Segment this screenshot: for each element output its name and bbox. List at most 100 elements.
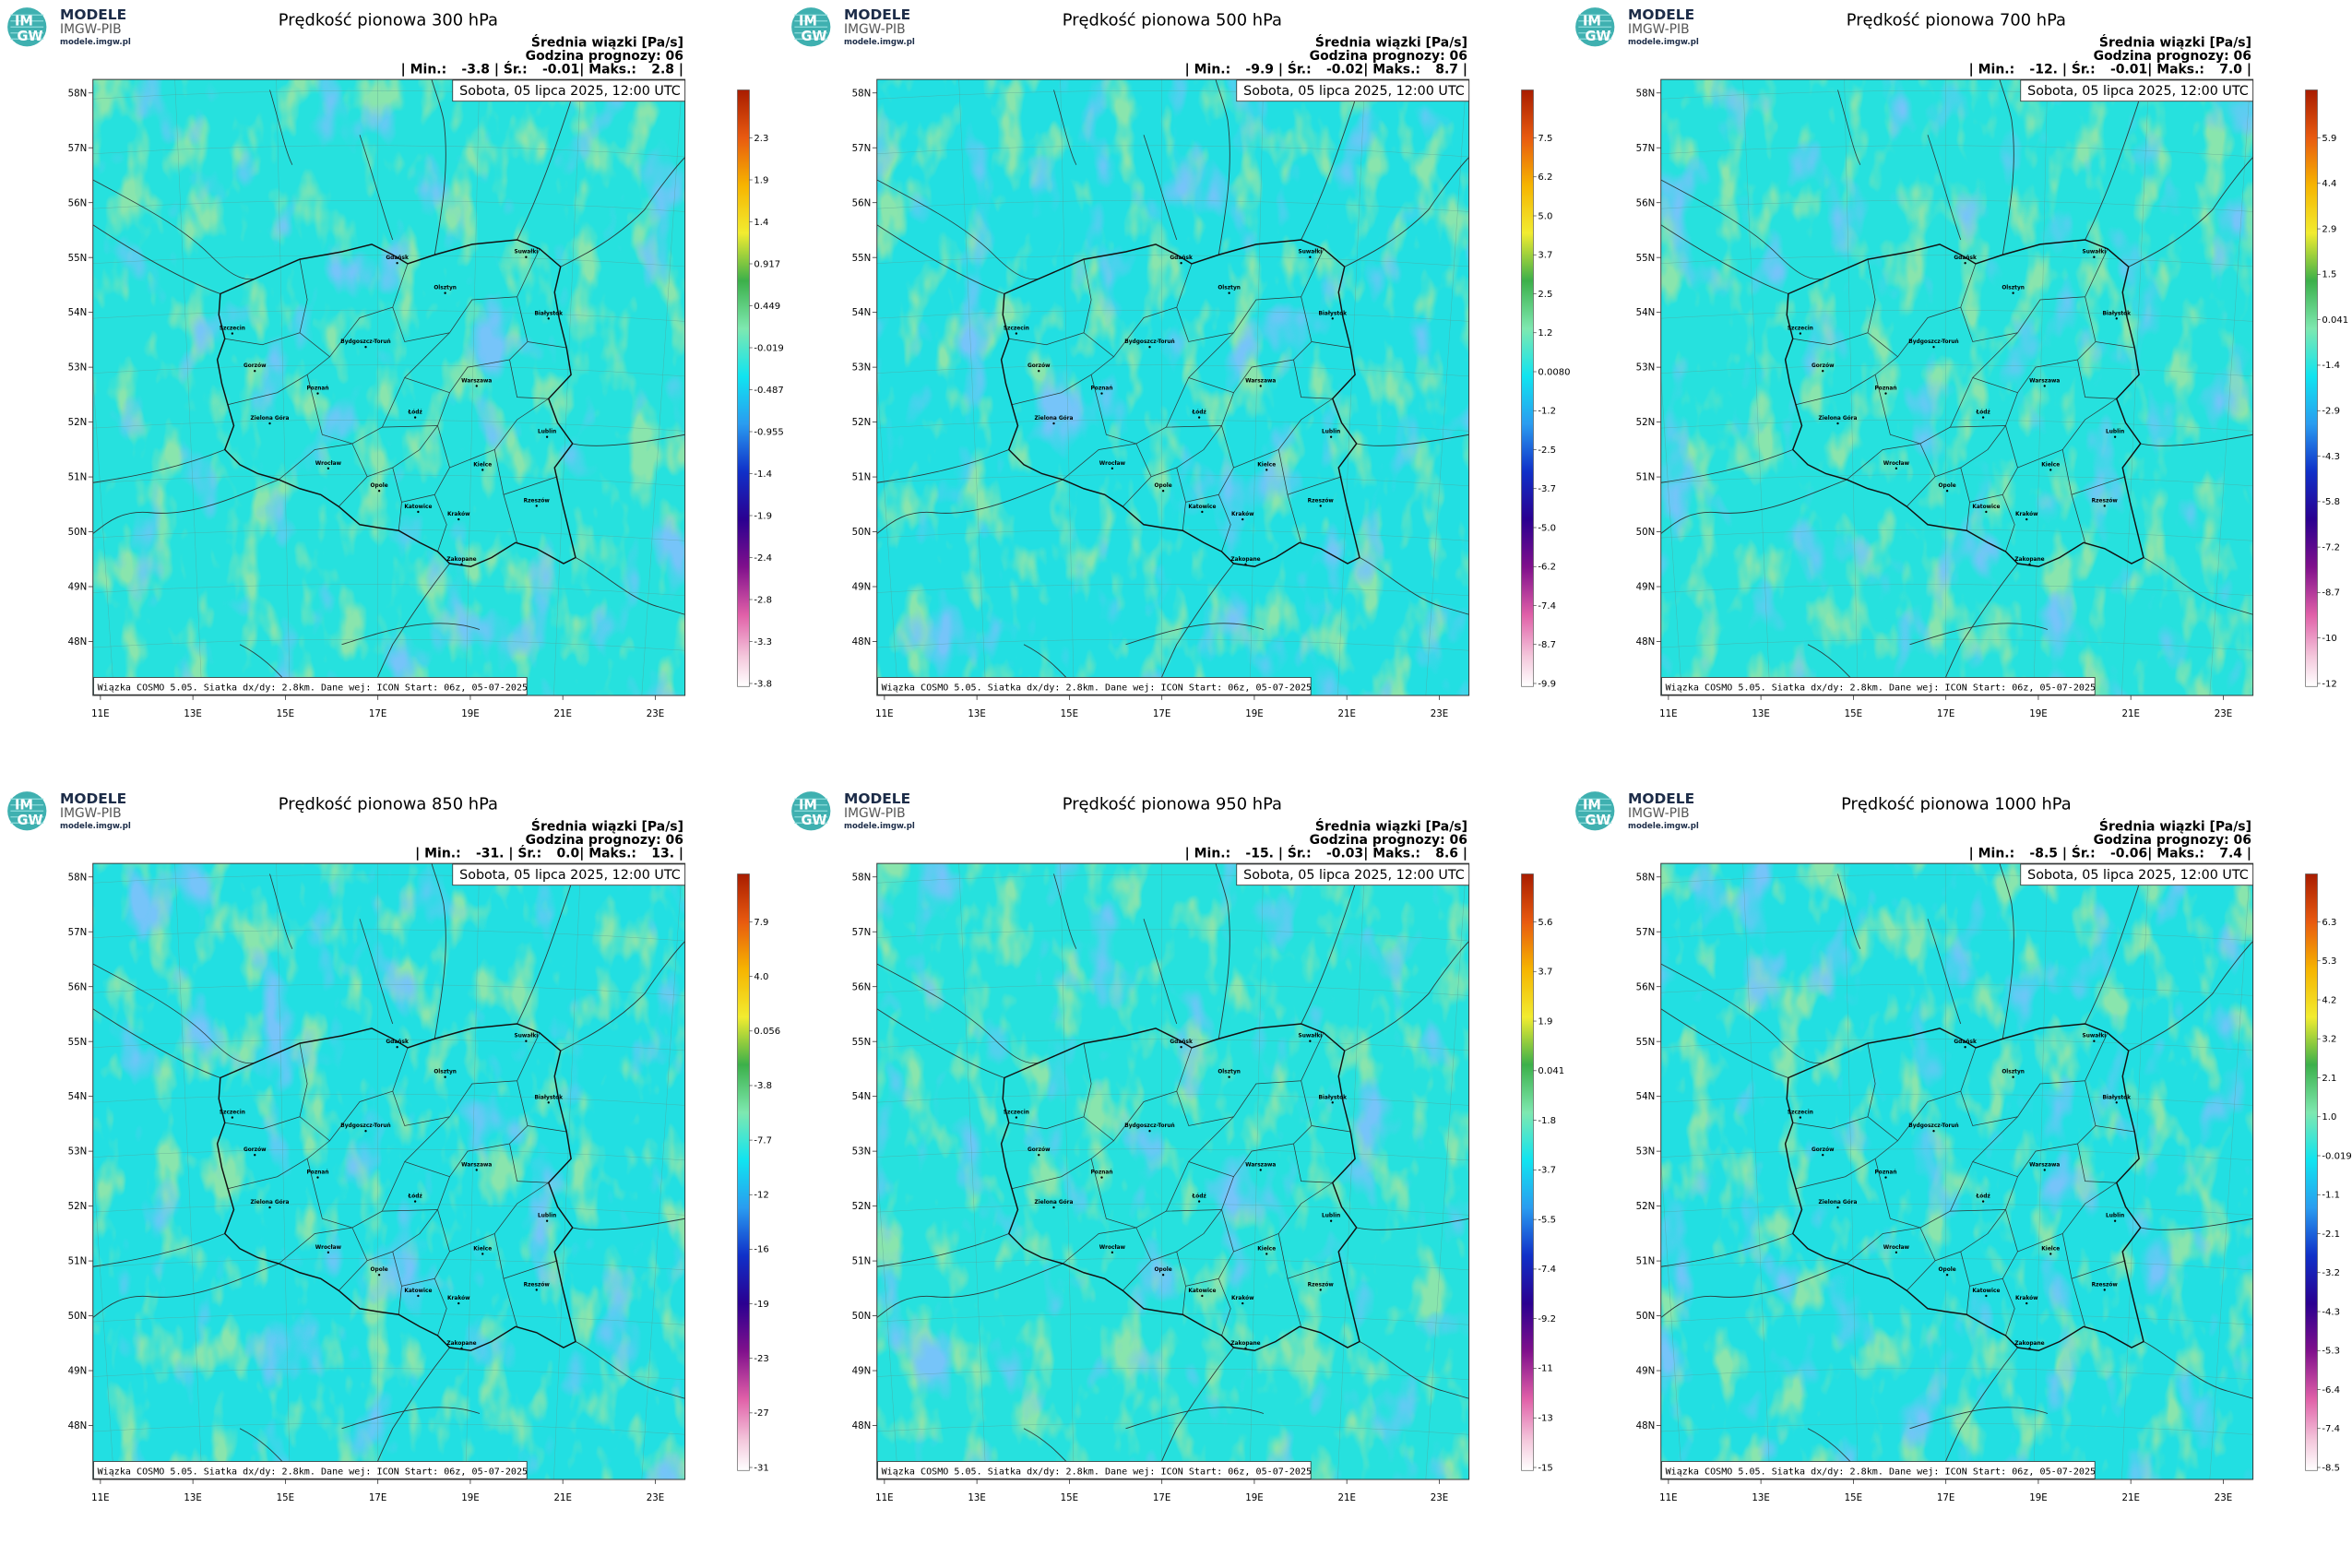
country-border [431, 79, 446, 255]
city-dot [1201, 1294, 1204, 1298]
city-dot [2115, 1101, 2118, 1104]
colorbar-label: -15 [1538, 1463, 1552, 1473]
graticule [876, 1422, 1469, 1435]
logo-org: IMGW-PIB [844, 22, 906, 37]
city-label: Kielce [473, 1246, 492, 1252]
voivodeship-border [434, 494, 447, 552]
country-border [2143, 557, 2253, 615]
city-dot [2103, 1289, 2106, 1291]
date: Sobota, 05 lipca 2025, 12:00 UTC [459, 868, 681, 883]
country-border [1359, 557, 1469, 615]
city-label: Suwałki [2082, 250, 2106, 255]
colorbar [2305, 89, 2318, 687]
footer-box [877, 1461, 1312, 1479]
city-label: Warszawa [2029, 378, 2060, 384]
lat-label: 53N [68, 363, 88, 374]
country-border [431, 863, 446, 1039]
city-label: Szczecin [220, 1111, 245, 1116]
city-dot [1052, 1206, 1055, 1209]
city-label: Kraków [1231, 1295, 1254, 1301]
city-dot [1799, 1116, 1802, 1119]
city-dot [525, 255, 528, 258]
colorbar-label: -8.7 [1538, 640, 1556, 650]
country-border [1301, 79, 1362, 241]
graticule [92, 1258, 685, 1271]
graticule [641, 79, 683, 695]
colorbar [737, 89, 750, 687]
city-dot [413, 1200, 417, 1203]
city-dot [2012, 1075, 2014, 1078]
lat-label: 58N [68, 89, 88, 99]
city-label: Wrocław [1099, 1245, 1126, 1251]
city-dot [1822, 1154, 1824, 1157]
colorbar-label: -31 [754, 1463, 768, 1473]
lon-label: 17E [1153, 1493, 1170, 1503]
voivodeship-border [1792, 332, 1869, 346]
city-label: Zakopane [2014, 1341, 2044, 1347]
colorbar-label: -3.8 [754, 679, 772, 689]
colorbar-label: -0.955 [754, 427, 783, 437]
voivodeship-border [437, 392, 450, 469]
graticule [92, 1203, 685, 1216]
city-dot [2025, 1301, 2028, 1305]
lat-label: 50N [1636, 1312, 1656, 1322]
city-dot [316, 392, 319, 395]
logo-mark-bottom: GW [1585, 813, 1610, 828]
country-border [1999, 863, 2014, 1039]
city-label: Zielona Góra [251, 415, 290, 422]
lon-label: 11E [875, 709, 893, 719]
lat-label: 52N [68, 1202, 88, 1212]
graticule [1660, 145, 2253, 158]
voivodeship-border [401, 1182, 549, 1287]
city-dot [1329, 435, 1333, 438]
logo-mark-bottom: GW [801, 813, 826, 828]
lon-label: 15E [1061, 709, 1078, 719]
city-dot [1836, 422, 1839, 425]
city-dot [2049, 1253, 2052, 1255]
colorbar-label: 0.056 [754, 1027, 780, 1037]
country-border [876, 1263, 1063, 1318]
city-dot [535, 1289, 538, 1291]
poland-border [216, 1023, 576, 1352]
stats-part: | [1969, 847, 1974, 861]
logo-url: modele.imgw.pl [1628, 38, 1699, 47]
country-border [92, 1008, 221, 1078]
city-label: Gorzów [1812, 362, 1835, 369]
coastline [92, 873, 394, 1064]
city-label: Kielce [473, 462, 492, 468]
colorbar-label: -1.8 [1538, 1116, 1556, 1126]
city-label: Białystok [2102, 311, 2131, 316]
lat-label: 49N [68, 1367, 88, 1377]
colorbar-label: 1.5 [2322, 270, 2336, 280]
graticule [92, 255, 685, 267]
stats-part: 7.0 [2219, 63, 2242, 77]
city-label: Katowice [1972, 505, 2000, 510]
stats: | Min.: -9.9 | Śr.: -0.02| Maks.: 8.7 | [1185, 61, 1467, 77]
city-label: Szczecin [1004, 1111, 1029, 1116]
city-dot [481, 469, 484, 471]
city-label: Gdańsk [1170, 1039, 1193, 1045]
city-label: Katowice [1188, 1289, 1216, 1294]
map-frame [92, 78, 686, 696]
city-label: Łódź [1975, 410, 1990, 416]
lat-label: 53N [852, 1147, 872, 1158]
stats-part: Min.: [410, 63, 447, 77]
graticule [1660, 1093, 2253, 1106]
lat-label: 57N [1636, 928, 1656, 938]
city-dot [1895, 1251, 1898, 1253]
city-label: Zakopane [1230, 1341, 1260, 1347]
graticule [876, 983, 1469, 996]
forecast-hour: Godzina prognozy: 06 [1310, 49, 1467, 64]
graticule [1660, 1156, 1682, 1479]
stats-part: -8.5 [2029, 847, 2058, 861]
city-label: Lublin [1322, 1214, 1340, 1219]
lat-label: 57N [852, 144, 872, 154]
stats-part: Śr.: [504, 61, 528, 77]
stats-part: | [494, 63, 499, 77]
graticule [92, 929, 685, 942]
stats-part: | [2062, 63, 2067, 77]
subtitle: Średnia wiązki [Pa/s] [2099, 817, 2251, 834]
footer: Wiązka COSMO 5.05. Siatka dx/dy: 2.8km. … [882, 1467, 1312, 1477]
